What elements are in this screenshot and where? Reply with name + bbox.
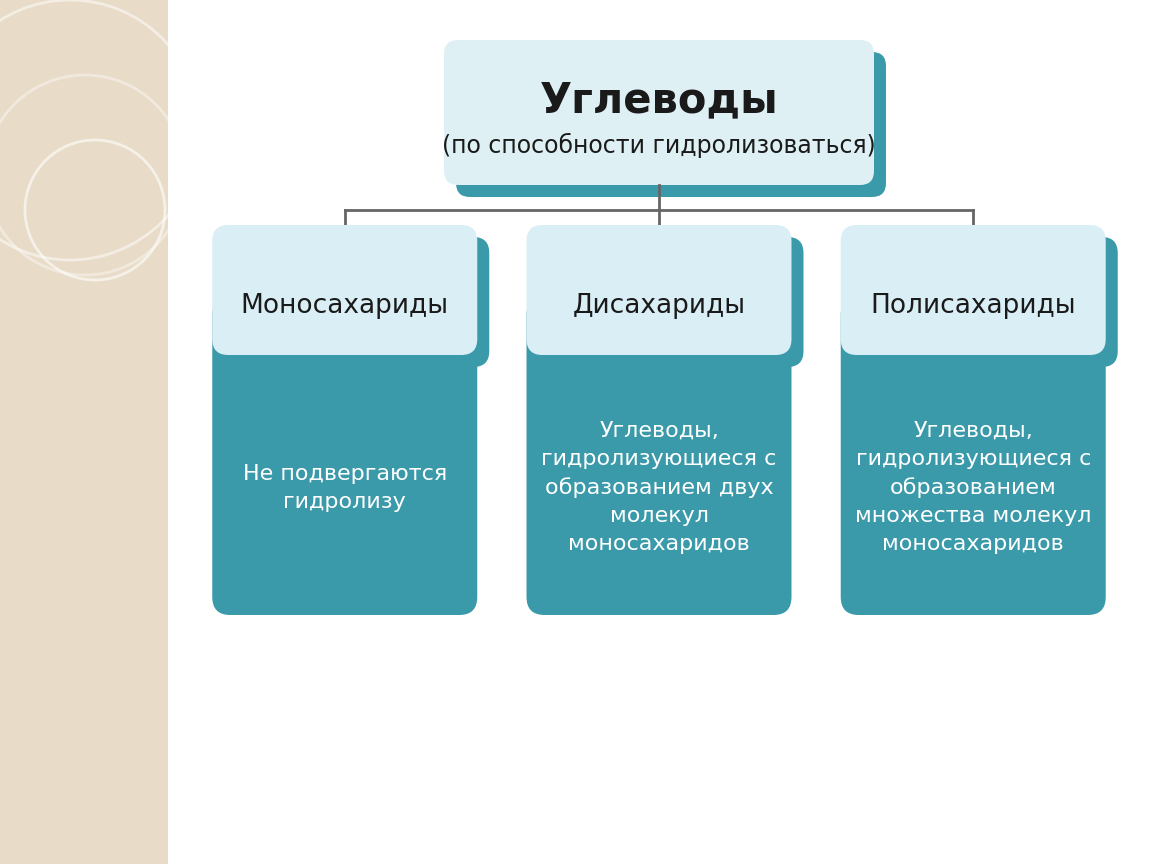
Text: Углеводы,
гидролизующиеся с
образованием
множества молекул
моносахаридов: Углеводы, гидролизующиеся с образованием… [854,421,1091,554]
Text: Углеводы,
гидролизующиеся с
образованием двух
молекул
моносахаридов: Углеводы, гидролизующиеся с образованием… [542,421,776,554]
Text: Моносахариды: Моносахариды [240,293,448,319]
FancyBboxPatch shape [841,296,1106,615]
FancyBboxPatch shape [853,237,1118,367]
Text: Дисахариды: Дисахариды [573,293,745,319]
Text: (по способности гидролизоваться): (по способности гидролизоваться) [442,132,876,157]
FancyBboxPatch shape [213,296,477,615]
Text: Полисахариды: Полисахариды [871,293,1076,319]
FancyBboxPatch shape [444,40,874,185]
FancyBboxPatch shape [0,0,168,864]
FancyBboxPatch shape [527,296,791,615]
Text: Не подвергаются
гидролизу: Не подвергаются гидролизу [243,464,447,511]
FancyBboxPatch shape [224,237,489,367]
FancyBboxPatch shape [527,225,791,355]
FancyBboxPatch shape [213,225,477,355]
Text: Углеводы: Углеводы [539,79,779,121]
FancyBboxPatch shape [457,52,886,197]
FancyBboxPatch shape [841,225,1106,355]
FancyBboxPatch shape [538,237,804,367]
